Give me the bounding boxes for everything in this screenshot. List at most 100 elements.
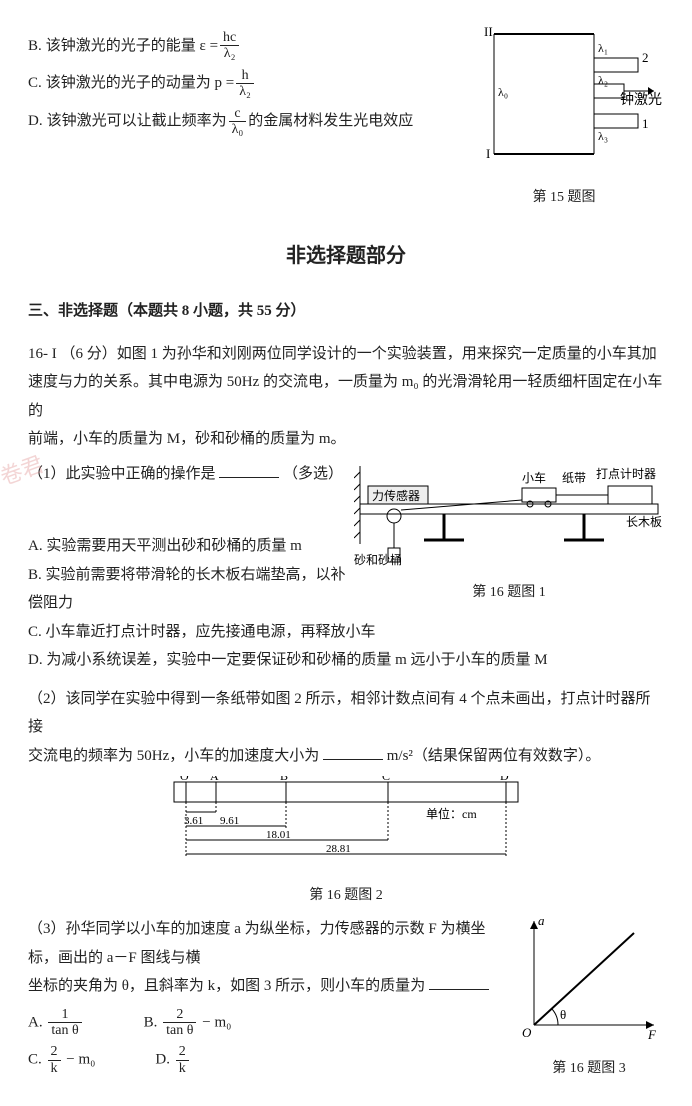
q16-figure2: O A B C D 单位：cm 3.61 9.61 18.01 28.81 <box>166 776 526 872</box>
fraction: hλ₂ <box>236 68 254 100</box>
svg-text:长木板: 长木板 <box>626 515 662 529</box>
frac-num: h <box>236 68 254 84</box>
svg-text:单位：cm: 单位：cm <box>426 806 477 821</box>
q16-ans-d: D. 2k <box>155 1044 190 1076</box>
svg-text:2: 2 <box>642 50 649 65</box>
fraction: 2k <box>48 1044 61 1076</box>
frac-num: hc <box>220 30 239 46</box>
blank-field[interactable] <box>219 462 279 478</box>
frac-den: tan θ <box>48 1023 81 1038</box>
q16-opt-d: D. 为减小系统误差，实验中一定要保证砂和砂桶的质量 m 远小于小车的质量 M <box>28 646 664 675</box>
q16-intro-line1: 16- I （6 分）如图 1 为孙华和刘刚两位同学设计的一个实验装置，用来探究… <box>28 340 664 369</box>
frac-num: 2 <box>48 1044 61 1060</box>
q15-figure-caption: 第 15 题图 <box>464 185 664 212</box>
opt-text-tail: 的金属材料发生光电效应 <box>248 107 413 136</box>
q16-intro-line2: 速度与力的关系。其中电源为 50Hz 的交流电，一质量为 m₀ 的光滑滑轮用一轻… <box>28 368 664 425</box>
q16-figure3: θ a F O <box>514 915 664 1045</box>
fraction: 2tan θ <box>163 1007 196 1039</box>
svg-text:II: II <box>484 24 493 39</box>
frac-num: 2 <box>163 1007 196 1023</box>
frac-den: λ₂ <box>220 46 239 61</box>
q16-ans-b: B. 2tan θ − m₀ <box>144 1007 232 1039</box>
svg-text:I: I <box>486 146 490 161</box>
svg-text:9.61: 9.61 <box>220 815 239 827</box>
q16-intro-line3: 前端，小车的质量为 M，砂和砂桶的质量为 m。 <box>28 425 664 454</box>
q16-opt-c: C. 小车靠近打点计时器，应先接通电源，再释放小车 <box>28 618 664 647</box>
q15-option-d: D. 该钟激光可以让截止频率为 cλ₀ 的金属材料发生光电效应 <box>28 106 464 138</box>
opt-label: C. <box>28 69 42 98</box>
q16-figure3-caption: 第 16 题图 3 <box>514 1056 664 1083</box>
svg-text:λ₃: λ₃ <box>598 129 608 143</box>
fraction: 1tan θ <box>48 1007 81 1039</box>
q16-p3-text: 坐标的夹角为 θ，且斜率为 k，如图 3 所示，则小车的质量为 <box>28 978 425 994</box>
q16-ans-a: A. 1tan θ <box>28 1007 84 1039</box>
opt-label: C. <box>28 1052 42 1068</box>
svg-text:O: O <box>522 1025 532 1040</box>
fraction: hcλ₂ <box>220 30 239 62</box>
svg-text:A: A <box>210 776 219 783</box>
q16-p2-text: 交流电的频率为 50Hz，小车的加速度大小为 <box>28 748 319 764</box>
svg-text:D: D <box>500 776 509 783</box>
opt-label: D. <box>28 107 43 136</box>
svg-text:钟激光: 钟激光 <box>620 91 662 108</box>
q16-part2-line2: 交流电的频率为 50Hz，小车的加速度大小为 m/s²（结果保留两位有效数字）。 <box>28 742 664 771</box>
svg-text:a: a <box>538 915 545 928</box>
frac-num: c <box>229 106 247 122</box>
q16-p1-text: （1）此实验中正确的操作是 <box>28 466 216 482</box>
svg-text:θ: θ <box>560 1007 566 1022</box>
q16-figure1-caption: 第 16 题图 1 <box>354 580 664 607</box>
fraction: cλ₀ <box>229 106 247 138</box>
svg-text:C: C <box>382 776 390 783</box>
q16-part3-line2: 坐标的夹角为 θ，且斜率为 k，如图 3 所示，则小车的质量为 <box>28 972 514 1001</box>
svg-text:力传感器: 力传感器 <box>372 488 420 503</box>
opt-label: A. <box>28 1014 43 1030</box>
q15-block: B. 该钟激光的光子的能量 ε = hcλ₂ C. 该钟激光的光子的动量为 p … <box>28 24 664 211</box>
blank-field[interactable] <box>323 744 383 760</box>
opt-text: 该钟激光的光子的动量为 p = <box>46 69 234 98</box>
frac-num: 1 <box>48 1007 81 1023</box>
q16-part1: （1）此实验中正确的操作是 （多选） <box>28 460 354 489</box>
q16-p2-tail: m/s²（结果保留两位有效数字）。 <box>387 748 601 764</box>
frac-den: λ₂ <box>236 84 254 99</box>
q16-opt-b: B. 实验前需要将带滑轮的长木板右端垫高，以补偿阻力 <box>28 561 354 618</box>
q15-figure: II I λ₀ λ₁ λ₂ λ₃ 2 1 钟激光 <box>464 24 664 174</box>
svg-text:18.01: 18.01 <box>266 829 291 841</box>
svg-text:打点计时器: 打点计时器 <box>596 467 656 481</box>
svg-text:B: B <box>280 776 288 783</box>
svg-text:λ₂: λ₂ <box>598 73 608 87</box>
svg-text:小车: 小车 <box>522 470 546 485</box>
svg-text:纸带: 纸带 <box>562 471 586 485</box>
blank-field[interactable] <box>429 974 489 990</box>
opt-label: B. <box>28 32 42 61</box>
q15-option-c: C. 该钟激光的光子的动量为 p = hλ₂ <box>28 68 464 100</box>
tail: − m₀ <box>202 1014 231 1030</box>
svg-text:28.81: 28.81 <box>326 843 351 855</box>
opt-text: 该钟激光的光子的能量 ε = <box>46 32 218 61</box>
frac-den: k <box>176 1061 189 1076</box>
q16-p1-tail: （多选） <box>283 466 343 482</box>
q15-option-b: B. 该钟激光的光子的能量 ε = hcλ₂ <box>28 30 464 62</box>
frac-den: tan θ <box>163 1023 196 1038</box>
q16-opt-a: A. 实验需要用天平测出砂和砂桶的质量 m <box>28 532 354 561</box>
opt-label: B. <box>144 1014 158 1030</box>
q16-part2-line1: （2）该同学在实验中得到一条纸带如图 2 所示，相邻计数点间有 4 个点未画出，… <box>28 685 664 742</box>
q16-part3-line1: （3）孙华同学以小车的加速度 a 为纵坐标，力传感器的示数 F 为横坐标，画出的… <box>28 915 514 972</box>
svg-text:λ₀: λ₀ <box>498 85 508 99</box>
q16-figure1: 力传感器 砂和砂桶 小车 纸带 打点计时器 长木板 <box>354 460 664 570</box>
fraction: 2k <box>176 1044 189 1076</box>
frac-den: k <box>48 1061 61 1076</box>
svg-text:3.61: 3.61 <box>184 815 203 827</box>
tail: − m₀ <box>66 1052 95 1068</box>
frac-num: 2 <box>176 1044 189 1060</box>
svg-text:O: O <box>180 776 189 783</box>
q16-figure2-caption: 第 16 题图 2 <box>28 883 664 910</box>
subsection-heading: 三、非选择题（本题共 8 小题，共 55 分） <box>28 297 664 326</box>
opt-text: 该钟激光可以让截止频率为 <box>47 107 227 136</box>
frac-den: λ₀ <box>229 122 247 137</box>
q16-ans-c: C. 2k − m₀ <box>28 1044 95 1076</box>
svg-text:砂和砂桶: 砂和砂桶 <box>354 552 402 567</box>
svg-text:1: 1 <box>642 116 649 131</box>
section-title: 非选择题部分 <box>28 237 664 275</box>
svg-text:F: F <box>647 1027 657 1042</box>
svg-text:λ₁: λ₁ <box>598 41 608 55</box>
